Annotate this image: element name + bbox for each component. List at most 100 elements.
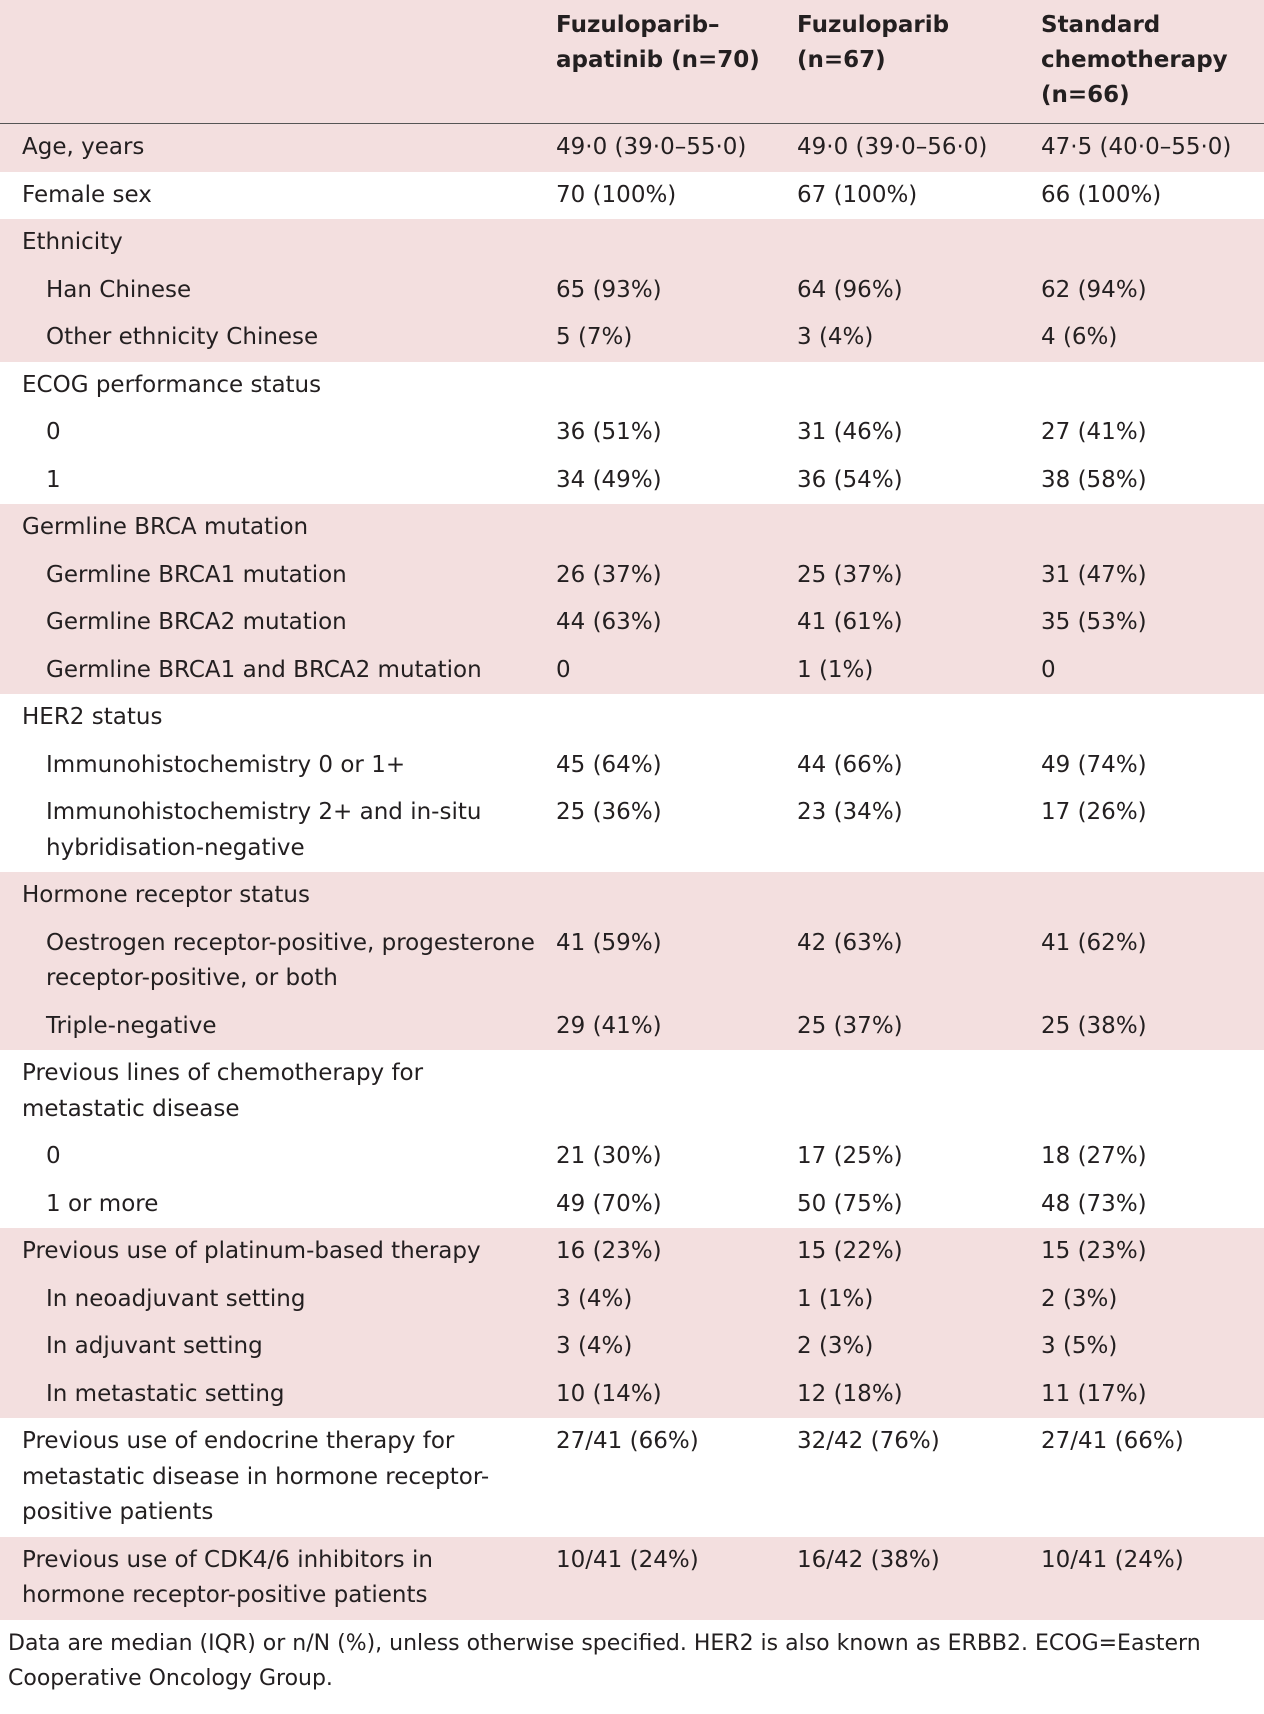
cell-value: 3 (5%) xyxy=(1041,1333,1118,1359)
table-row: Previous use of endocrine therapy for me… xyxy=(0,1418,1264,1537)
table-row: In adjuvant setting 3 (4%) 2 (3%) 3 (5%) xyxy=(0,1323,1264,1371)
table-row: Immunohistochemistry 0 or 1+ 45 (64%) 44 (… xyxy=(0,742,1264,790)
row-label: 1 or more xyxy=(46,1190,159,1217)
cell-value: 0 xyxy=(1041,656,1056,683)
header-blank xyxy=(0,0,550,124)
row-label: Germline BRCA mutation xyxy=(22,514,309,540)
table-row: Female sex 70 (100%) 67 (100%) 66 (100%) xyxy=(0,172,1264,220)
cell-empty xyxy=(1035,362,1264,410)
cell-value: 25 (37%) xyxy=(797,1012,903,1039)
row-group: Hormone receptor status Oestrogen recepto… xyxy=(0,872,1264,1050)
row-label: Hormone receptor status xyxy=(22,882,310,908)
cell-value: 62 (94%) xyxy=(1041,276,1147,303)
row-label: Oestrogen receptor-positive, progesteron… xyxy=(46,929,535,992)
table-row: Han Chinese 65 (93%) 64 (96%) 62 (94%) xyxy=(0,267,1264,315)
cell-value: 4 (6%) xyxy=(1041,324,1118,350)
row-label: Han Chinese xyxy=(46,276,192,303)
cell-value: 27/41 (66%) xyxy=(556,1428,699,1454)
row-label: 1 xyxy=(46,466,61,493)
cell-value: 67 (100%) xyxy=(797,181,918,208)
table-row: Germline BRCA2 mutation 44 (63%) 41 (61%) 3… xyxy=(0,599,1264,647)
cell-value: 49·0 (39·0–56·0) xyxy=(797,134,988,160)
cell-value: 34 (49%) xyxy=(556,466,662,493)
row-group: Age, years 49·0 (39·0–55·0) 49·0 (39·0–56·… xyxy=(0,123,1264,172)
cell-value: 25 (37%) xyxy=(797,561,903,588)
row-label: Age, years xyxy=(22,134,145,160)
cell-value: 32/42 (76%) xyxy=(797,1428,940,1454)
cell-value: 2 (3%) xyxy=(797,1333,874,1359)
row-label: 0 xyxy=(46,419,61,445)
footnote: Data are median (IQR) or n/N (%), unless… xyxy=(8,1630,1201,1691)
cell-value: 41 (59%) xyxy=(556,929,662,956)
row-label: Previous use of platinum-based therapy xyxy=(22,1238,481,1264)
row-group: ECOG performance status 0 36 (51%) 31 (46%)… xyxy=(0,361,1264,505)
table-row: ECOG performance status xyxy=(0,362,1264,410)
cell-empty xyxy=(1035,504,1264,552)
cell-value: 66 (100%) xyxy=(1041,181,1162,208)
table-row: Ethnicity xyxy=(0,219,1264,267)
cell-value: 44 (63%) xyxy=(556,609,662,635)
table-row: 1 34 (49%) 36 (54%) 38 (58%) xyxy=(0,457,1264,505)
cell-value: 27/41 (66%) xyxy=(1041,1428,1184,1454)
cell-empty xyxy=(1035,219,1264,267)
cell-value: 2 (3%) xyxy=(1041,1285,1118,1312)
cell-empty xyxy=(1035,694,1264,742)
column-header: Standard chemotherapy (n=66) xyxy=(1035,0,1264,124)
cell-value: 70 (100%) xyxy=(556,181,677,208)
cell-value: 44 (66%) xyxy=(797,751,903,778)
table-row: Germline BRCA mutation xyxy=(0,504,1264,552)
cell-value: 38 (58%) xyxy=(1041,466,1147,493)
cell-value: 45 (64%) xyxy=(556,751,662,778)
row-group: Previous use of endocrine therapy for me… xyxy=(0,1418,1264,1537)
cell-value: 49 (74%) xyxy=(1041,751,1147,778)
cell-value: 12 (18%) xyxy=(797,1380,903,1407)
row-label: 0 xyxy=(46,1143,61,1169)
cell-value: 5 (7%) xyxy=(556,324,633,350)
header-row: Fuzuloparib–apatinib (n=70) Fuzuloparib (… xyxy=(0,0,1264,124)
cell-value: 10/41 (24%) xyxy=(1041,1546,1184,1573)
cell-value: 49·0 (39·0–55·0) xyxy=(556,134,747,160)
cell-value: 36 (51%) xyxy=(556,419,662,445)
cell-empty xyxy=(550,362,791,410)
cell-value: 21 (30%) xyxy=(556,1143,662,1169)
row-label: Immunohistochemistry 0 or 1+ xyxy=(46,751,406,778)
row-label: Germline BRCA2 mutation xyxy=(46,609,347,635)
row-label: Germline BRCA1 mutation xyxy=(46,561,347,588)
row-label: HER2 status xyxy=(22,704,163,730)
row-label: In metastatic setting xyxy=(46,1380,285,1407)
cell-value: 47·5 (40·0–55·0) xyxy=(1041,134,1232,160)
table-header: Fuzuloparib–apatinib (n=70) Fuzuloparib (… xyxy=(0,0,1264,124)
cell-value: 16/42 (38%) xyxy=(797,1546,940,1573)
table-row: Hormone receptor status xyxy=(0,872,1264,920)
cell-value: 64 (96%) xyxy=(797,276,903,303)
row-label: Immunohistochemistry 2+ and in-situ hybr… xyxy=(46,799,482,861)
table-row: 1 or more 49 (70%) 50 (75%) 48 (73%) xyxy=(0,1181,1264,1229)
column-header: Fuzuloparib (n=67) xyxy=(791,0,1035,124)
cell-empty xyxy=(791,219,1035,267)
table-row: Previous use of platinum-based therapy 16… xyxy=(0,1228,1264,1276)
cell-value: 17 (26%) xyxy=(1041,799,1147,825)
cell-value: 15 (23%) xyxy=(1041,1238,1147,1264)
row-label: Female sex xyxy=(22,181,152,208)
table-row: 0 21 (30%) 17 (25%) 18 (27%) xyxy=(0,1133,1264,1181)
table-row: Germline BRCA1 and BRCA2 mutation 0 1 (1%)… xyxy=(0,647,1264,695)
row-label: Previous lines of chemotherapy for metas… xyxy=(22,1060,424,1122)
row-group: Germline BRCA mutation Germline BRCA1 mut… xyxy=(0,504,1264,694)
row-label: Triple-negative xyxy=(46,1012,217,1039)
cell-value: 27 (41%) xyxy=(1041,419,1147,445)
cell-value: 41 (61%) xyxy=(797,609,903,635)
table-row: Age, years 49·0 (39·0–55·0) 49·0 (39·0–56·… xyxy=(0,124,1264,172)
table-row: Triple-negative 29 (41%) 25 (37%) 25 (38%) xyxy=(0,1003,1264,1051)
row-label: Other ethnicity Chinese xyxy=(46,324,319,350)
row-group: Previous use of CDK4/6 inhibitors in hor… xyxy=(0,1536,1264,1620)
cell-value: 26 (37%) xyxy=(556,561,662,588)
row-group: Previous lines of chemotherapy for metas… xyxy=(0,1050,1264,1228)
table-row: Germline BRCA1 mutation 26 (37%) 25 (37%) 3… xyxy=(0,552,1264,600)
row-label: Ethnicity xyxy=(22,229,123,255)
cell-value: 3 (4%) xyxy=(797,324,874,350)
table-row: In neoadjuvant setting 3 (4%) 1 (1%) 2 (3%) xyxy=(0,1276,1264,1324)
cell-value: 11 (17%) xyxy=(1041,1380,1147,1407)
table-row: Oestrogen receptor-positive, progesteron… xyxy=(0,920,1264,1003)
cell-empty xyxy=(1035,1050,1264,1133)
cell-value: 36 (54%) xyxy=(797,466,903,493)
